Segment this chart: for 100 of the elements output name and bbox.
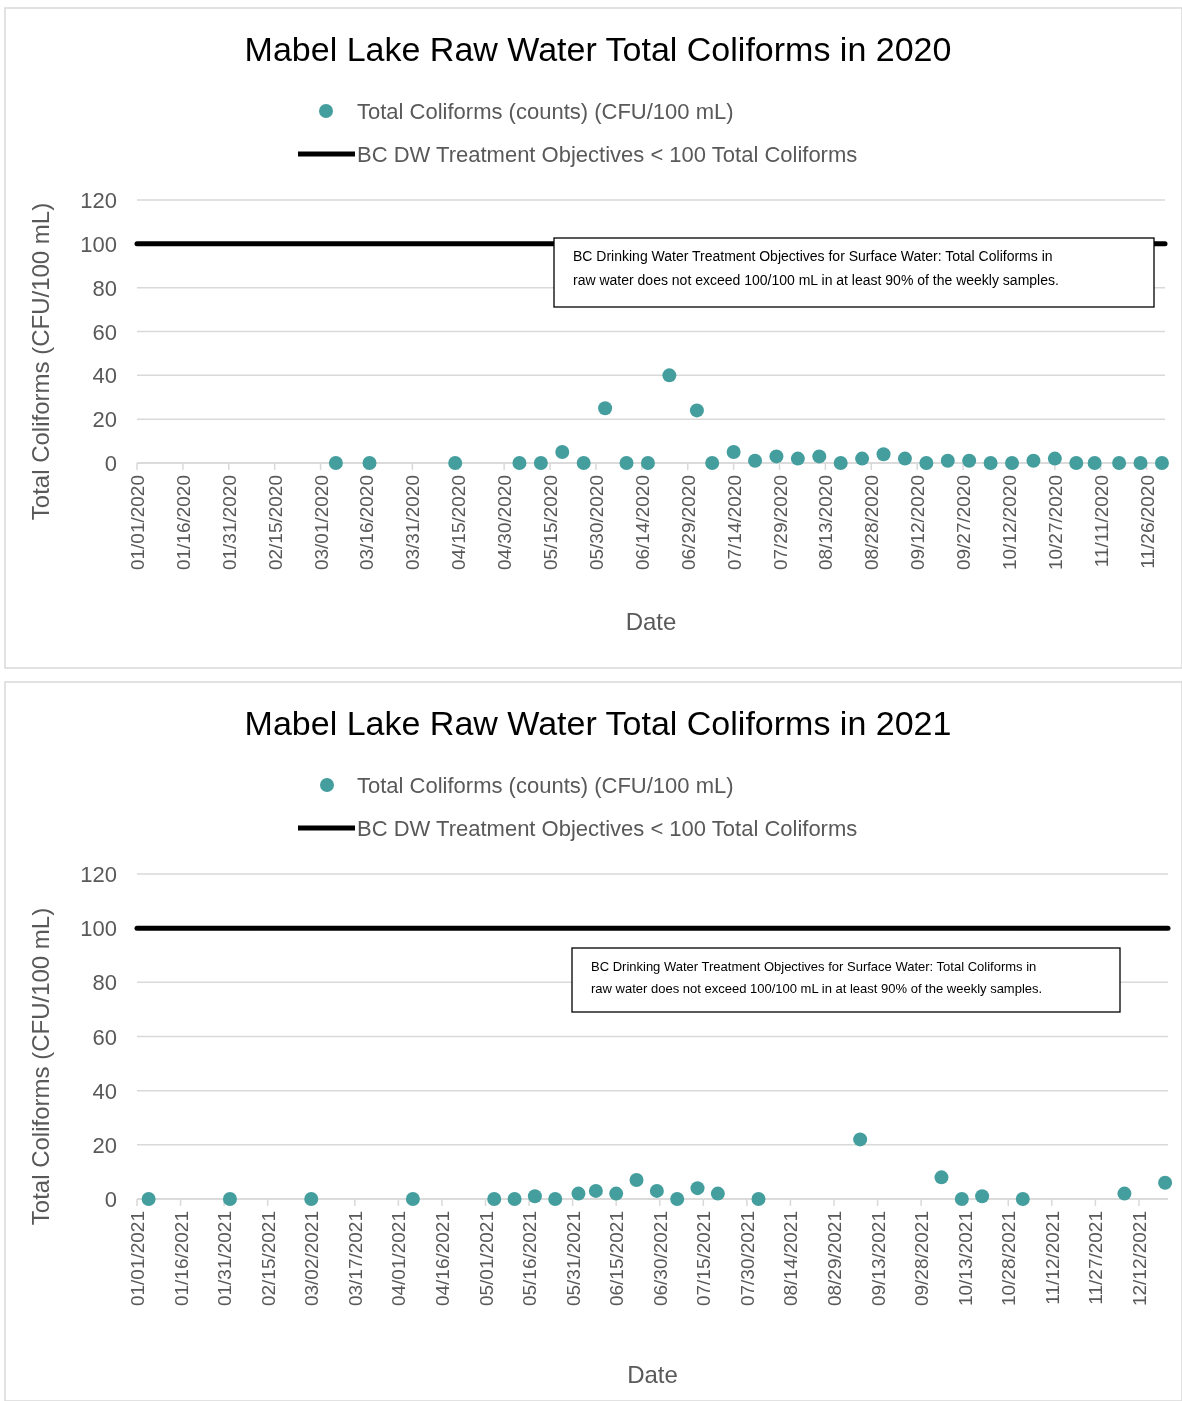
x-tick-label: 08/14/2021	[780, 1211, 802, 1307]
x-tick-label: 06/15/2021	[606, 1211, 628, 1307]
point	[1154, 456, 1169, 470]
y-tick-label: 100	[80, 231, 117, 257]
x-tick-label: 08/28/2020	[861, 475, 883, 571]
point	[1026, 453, 1041, 468]
point	[598, 401, 613, 416]
x-tick-label: 06/30/2021	[649, 1211, 671, 1307]
x-tick-label: 08/13/2020	[815, 475, 837, 571]
point	[1005, 456, 1020, 470]
x-tick-label: 07/15/2021	[693, 1211, 715, 1307]
x-tick-label: 09/28/2021	[911, 1211, 933, 1307]
point	[983, 456, 998, 470]
x-tick-label: 06/29/2020	[677, 475, 699, 571]
x-tick-label: 05/01/2021	[475, 1211, 497, 1307]
point	[751, 1192, 766, 1206]
point	[1047, 451, 1062, 466]
x-tick-label: 01/31/2020	[218, 475, 240, 571]
x-tick-label: 11/27/2021	[1085, 1211, 1107, 1305]
point	[555, 445, 570, 460]
x-tick-label: 08/29/2021	[824, 1211, 846, 1307]
point	[512, 456, 527, 470]
point	[649, 1183, 664, 1198]
x-tick-label: 04/01/2021	[388, 1211, 410, 1307]
point	[710, 1186, 725, 1201]
x-tick-label: 10/28/2021	[998, 1211, 1020, 1307]
point	[670, 1192, 685, 1206]
point	[769, 449, 784, 464]
point	[705, 456, 720, 470]
point	[962, 453, 977, 468]
point	[876, 447, 891, 462]
annotation: BC Drinking Water Treatment Objectives for Surface Water: Total Coliforms in raw water does not exceed 100/100 mL in at least 90% of the weekly samples.	[591, 959, 1043, 997]
point	[1069, 456, 1084, 470]
legend-label: BC DW Treatment Objectives < 100 Total Coliforms	[357, 142, 858, 167]
x-tick-label: 02/15/2021	[257, 1211, 279, 1307]
x-tick-label: 05/16/2021	[519, 1211, 541, 1307]
x-tick-label: 12/12/2021	[1128, 1211, 1150, 1307]
point	[609, 1186, 624, 1201]
point	[405, 1192, 420, 1206]
x-tick-label: 04/30/2020	[494, 475, 516, 571]
y-tick-label: 60	[92, 1024, 117, 1050]
point	[748, 453, 763, 468]
point	[1112, 456, 1127, 470]
point	[527, 1189, 542, 1204]
x-tick-label: 05/15/2020	[540, 475, 562, 571]
point	[726, 445, 741, 460]
x-tick-label: 09/27/2020	[953, 475, 975, 571]
y-tick-label: 120	[80, 862, 117, 887]
x-tick-label: 04/15/2020	[448, 475, 470, 571]
point	[812, 449, 827, 464]
x-tick-label: 05/30/2020	[585, 475, 607, 571]
y-tick-label: 80	[92, 970, 117, 996]
y-tick-label: 40	[92, 1078, 117, 1104]
x-tick-label: 01/16/2021	[170, 1211, 192, 1307]
x-tick-label: 09/12/2020	[907, 475, 929, 571]
x-tick-label: 03/02/2021	[301, 1211, 323, 1307]
y-tick-label: 20	[92, 407, 117, 433]
chart-title: Mabel Lake Raw Water Total Coliforms in 2021	[244, 704, 952, 742]
point	[571, 1186, 586, 1201]
x-tick-label: 10/12/2020	[998, 475, 1020, 571]
point	[897, 451, 912, 466]
point	[919, 456, 934, 470]
point	[629, 1173, 644, 1188]
point	[1087, 456, 1102, 470]
point	[689, 403, 704, 418]
x-tick-label: 09/13/2021	[867, 1211, 889, 1307]
point	[1117, 1186, 1132, 1201]
x-tick-label: 03/16/2020	[356, 475, 378, 571]
x-tick-label: 10/13/2021	[954, 1211, 976, 1307]
x-tick-label: 04/16/2021	[431, 1211, 453, 1307]
point	[934, 1170, 949, 1185]
point	[940, 453, 955, 468]
legend-label: BC DW Treatment Objectives < 100 Total Coliforms	[357, 816, 858, 841]
y-tick-label: 80	[92, 275, 117, 301]
point	[141, 1192, 156, 1206]
y-tick-label: 0	[104, 451, 117, 476]
x-tick-label: 01/01/2021	[127, 1211, 148, 1307]
x-tick-label: 07/29/2020	[769, 475, 791, 571]
point	[576, 456, 591, 470]
y-tick-label: 20	[92, 1132, 117, 1158]
note-box: BC Drinking Water Treatment Objectives for Surface Water: Total Coliforms in raw water does not exceed 100/100 mL in at least 90% of the weekly samples.	[571, 947, 1121, 1013]
legend-label: Total Coliforms (counts) (CFU/100 mL)	[357, 99, 734, 124]
x-tick-label: 07/14/2020	[723, 475, 745, 571]
point	[304, 1192, 319, 1206]
x-tick-label: 01/31/2021	[214, 1211, 236, 1307]
point	[1158, 1175, 1173, 1190]
x-tick-label: 07/30/2021	[736, 1211, 758, 1307]
x-tick-label: 03/01/2020	[310, 475, 332, 571]
point	[833, 456, 848, 470]
x-tick-label: 01/16/2020	[172, 475, 194, 571]
point	[640, 456, 655, 470]
point	[1015, 1192, 1030, 1206]
x-tick-label: 11/12/2021	[1041, 1211, 1063, 1305]
x-tick-label: 06/14/2020	[631, 475, 653, 571]
x-tick-label: 05/31/2021	[562, 1211, 584, 1307]
y-axis-title: Total Coliforms (CFU/100 mL)	[27, 907, 54, 1226]
y-tick-label: 60	[92, 319, 117, 345]
x-tick-label: 01/01/2020	[127, 475, 148, 571]
point	[362, 456, 377, 470]
point	[328, 456, 343, 470]
